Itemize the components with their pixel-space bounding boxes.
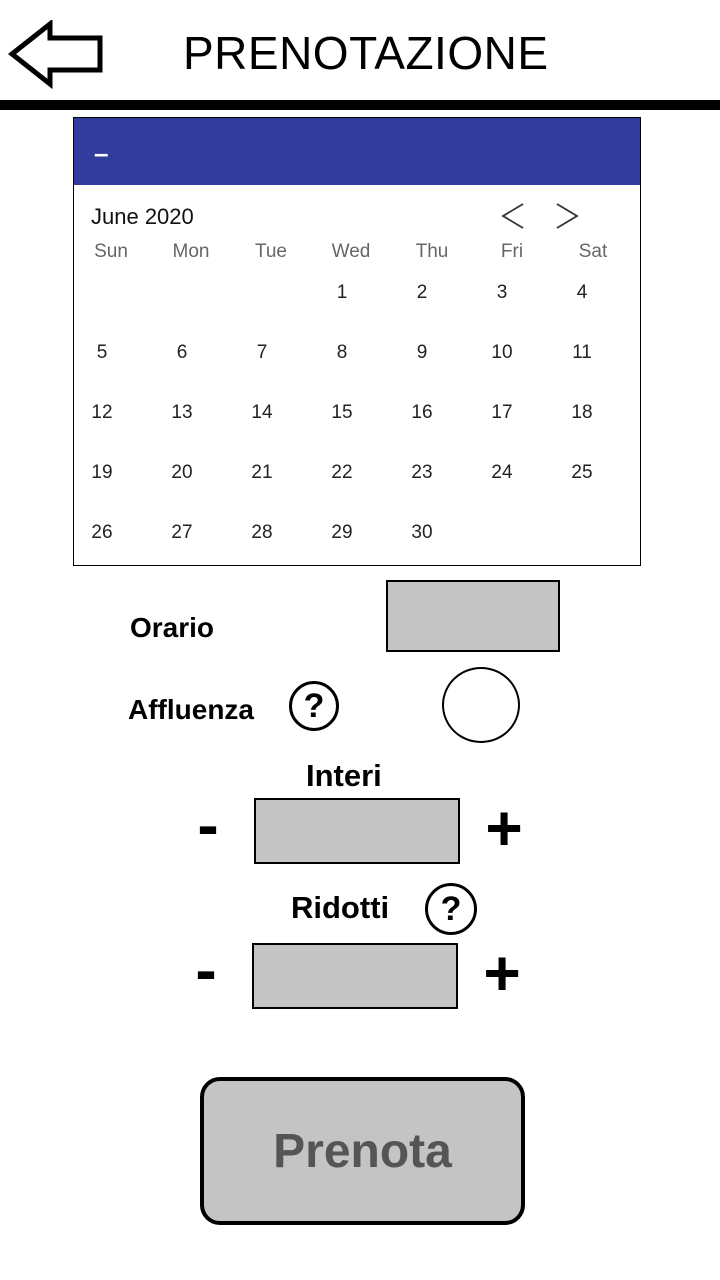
question-mark-icon: ? <box>440 889 462 928</box>
calendar-day[interactable]: 27 <box>171 522 193 543</box>
calendar-day[interactable]: 11 <box>572 342 592 363</box>
calendar-day[interactable]: 14 <box>251 402 273 423</box>
ridotti-help-button[interactable]: ? <box>425 883 477 935</box>
affluenza-label: Affluenza <box>128 694 254 725</box>
weekday-label: Tue <box>254 241 288 262</box>
calendar-day[interactable]: 30 <box>411 522 433 543</box>
ridotti-decrement-button[interactable]: - <box>195 934 217 1006</box>
calendar-day[interactable]: 12 <box>91 402 113 423</box>
back-arrow-icon <box>7 18 103 90</box>
ridotti-label: Ridotti <box>291 890 390 925</box>
calendar-selected-date: – <box>94 138 109 168</box>
calendar-day[interactable]: 1 <box>336 282 348 303</box>
interi-decrement-button[interactable]: - <box>197 789 219 861</box>
affluenza-help-button[interactable]: ? <box>289 681 339 731</box>
interi-increment-button[interactable]: + <box>485 792 523 864</box>
weekday-label: Sat <box>578 241 608 262</box>
calendar-day[interactable]: 18 <box>571 402 593 423</box>
calendar-day[interactable]: 29 <box>331 522 353 543</box>
calendar-day[interactable]: 25 <box>571 462 593 483</box>
chevron-right-icon <box>556 203 579 229</box>
calendar-day[interactable]: 6 <box>176 342 188 363</box>
weekday-label: Thu <box>415 241 449 262</box>
calendar-prev-button[interactable] <box>497 200 529 232</box>
interi-label: Interi <box>306 758 382 793</box>
calendar-header: – <box>74 118 640 185</box>
interi-quantity-field[interactable] <box>254 798 460 864</box>
calendar-day[interactable]: 10 <box>491 342 513 363</box>
calendar-day[interactable]: 20 <box>171 462 193 483</box>
page-title: PRENOTAZIONE <box>183 27 549 79</box>
ridotti-increment-button[interactable]: + <box>483 937 521 1009</box>
calendar-day[interactable]: 16 <box>411 402 433 423</box>
weekday-label: Fri <box>500 241 524 262</box>
calendar-day[interactable]: 19 <box>91 462 113 483</box>
question-mark-icon: ? <box>303 686 325 725</box>
prenota-button-label: Prenota <box>273 1124 452 1178</box>
calendar-day[interactable]: 2 <box>416 282 428 303</box>
calendar-day[interactable]: 7 <box>256 342 268 363</box>
calendar-month-label: June 2020 <box>91 204 194 229</box>
calendar-day[interactable]: 4 <box>576 282 588 303</box>
calendar-day[interactable]: 3 <box>496 282 508 303</box>
calendar-day[interactable]: 9 <box>416 342 428 363</box>
prenota-button[interactable]: Prenota <box>200 1077 525 1225</box>
calendar-next-button[interactable] <box>551 200 583 232</box>
calendar-day[interactable]: 21 <box>251 462 273 483</box>
weekday-label: Wed <box>331 241 371 262</box>
calendar-day[interactable]: 28 <box>251 522 273 543</box>
weekday-label: Mon <box>172 241 210 262</box>
calendar-day[interactable]: 22 <box>331 462 353 483</box>
weekday-label: Sun <box>94 241 128 262</box>
calendar-day[interactable]: 24 <box>491 462 513 483</box>
calendar-day[interactable]: 5 <box>96 342 108 363</box>
calendar-day[interactable]: 8 <box>336 342 348 363</box>
affluenza-indicator <box>442 667 520 743</box>
back-button[interactable] <box>7 18 108 90</box>
calendar-day[interactable]: 26 <box>91 522 113 543</box>
calendar-day[interactable]: 23 <box>411 462 433 483</box>
calendar-day[interactable]: 13 <box>171 402 193 423</box>
orario-label: Orario <box>130 612 215 643</box>
calendar-day[interactable]: 15 <box>331 402 353 423</box>
chevron-left-icon <box>501 203 524 229</box>
ridotti-quantity-field[interactable] <box>252 943 458 1009</box>
orario-field[interactable] <box>386 580 560 652</box>
calendar-day[interactable]: 17 <box>491 402 513 423</box>
header-divider <box>0 100 720 110</box>
